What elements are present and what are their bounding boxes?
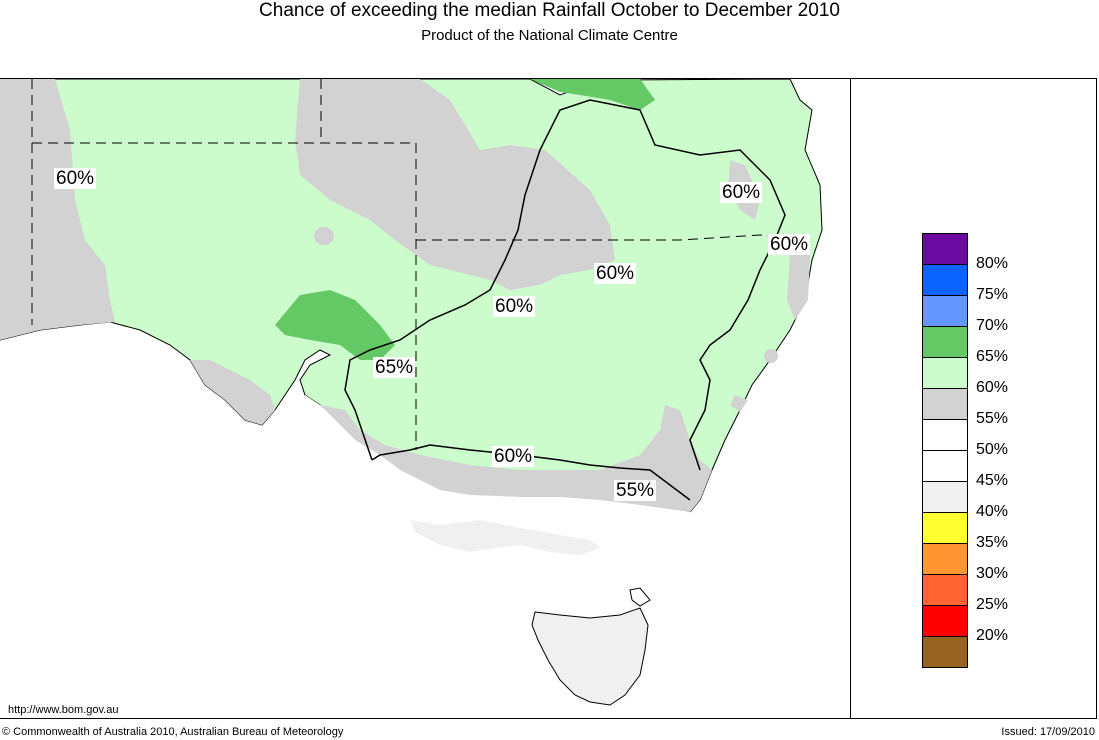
map-label-55: 55% [614, 480, 657, 501]
issued-date: Issued: 17/09/2010 [1001, 726, 1095, 738]
legend-label: 45% [976, 472, 1009, 489]
green-65-central [275, 290, 395, 360]
map-label-east: 60% [768, 234, 811, 255]
legend-label: 70% [976, 317, 1009, 334]
legend-label: 25% [976, 596, 1009, 613]
legend-swatch [922, 326, 968, 357]
rainfall-map [0, 79, 823, 706]
legend-label: 20% [976, 627, 1009, 644]
legend-label: 75% [976, 286, 1009, 303]
legend-swatch [922, 512, 968, 543]
legend-label: 55% [976, 410, 1009, 427]
grey-region-west [0, 79, 115, 340]
map-label-murray: 60% [493, 296, 536, 317]
map-label-south: 60% [492, 446, 535, 467]
legend-label: 65% [976, 348, 1009, 365]
grey-region-central [295, 79, 615, 290]
legend-swatch [922, 481, 968, 512]
legend-swatch [922, 264, 968, 295]
grey-spot [314, 227, 334, 245]
legend-swatch [922, 388, 968, 419]
map-label-central: 60% [594, 263, 637, 284]
dashed-border-2 [32, 142, 417, 450]
map-subtitle: Product of the National Climate Centre [421, 27, 678, 44]
legend-swatch [922, 357, 968, 388]
map-label-northeast: 60% [720, 182, 763, 203]
legend-swatch [922, 605, 968, 636]
grey-region-east-2 [787, 255, 810, 320]
legend-swatch [922, 574, 968, 605]
legend-swatch [922, 636, 968, 668]
legend-swatch [922, 543, 968, 574]
map-label-65: 65% [373, 357, 416, 378]
bom-url: http://www.bom.gov.au [8, 704, 119, 716]
light-grey-zone-south [410, 520, 600, 555]
state-border-murray [344, 149, 541, 461]
grey-spot-east [764, 349, 778, 363]
legend-label: 35% [976, 534, 1009, 551]
legend-label: 60% [976, 379, 1009, 396]
map-title: Chance of exceeding the median Rainfall … [259, 0, 840, 21]
legend-swatch [922, 419, 968, 450]
tasmania-north-island [629, 587, 651, 607]
legend-label: 40% [976, 503, 1009, 520]
legend-divider [850, 79, 851, 719]
legend-swatch [922, 233, 968, 264]
map-frame [0, 78, 1097, 719]
legend-label: 50% [976, 441, 1009, 458]
tasmania [531, 607, 649, 706]
legend-swatch [922, 450, 968, 481]
grey-region-east-3 [730, 395, 748, 412]
green-65-north [530, 79, 655, 110]
legend [922, 233, 968, 668]
legend-label: 80% [976, 255, 1009, 272]
copyright-text: © Commonwealth of Australia 2010, Austra… [2, 726, 344, 738]
white-zone-south [290, 395, 700, 562]
grey-region-south-west [190, 360, 275, 425]
legend-label: 30% [976, 565, 1009, 582]
legend-swatch [922, 295, 968, 326]
map-label-west: 60% [54, 168, 97, 189]
